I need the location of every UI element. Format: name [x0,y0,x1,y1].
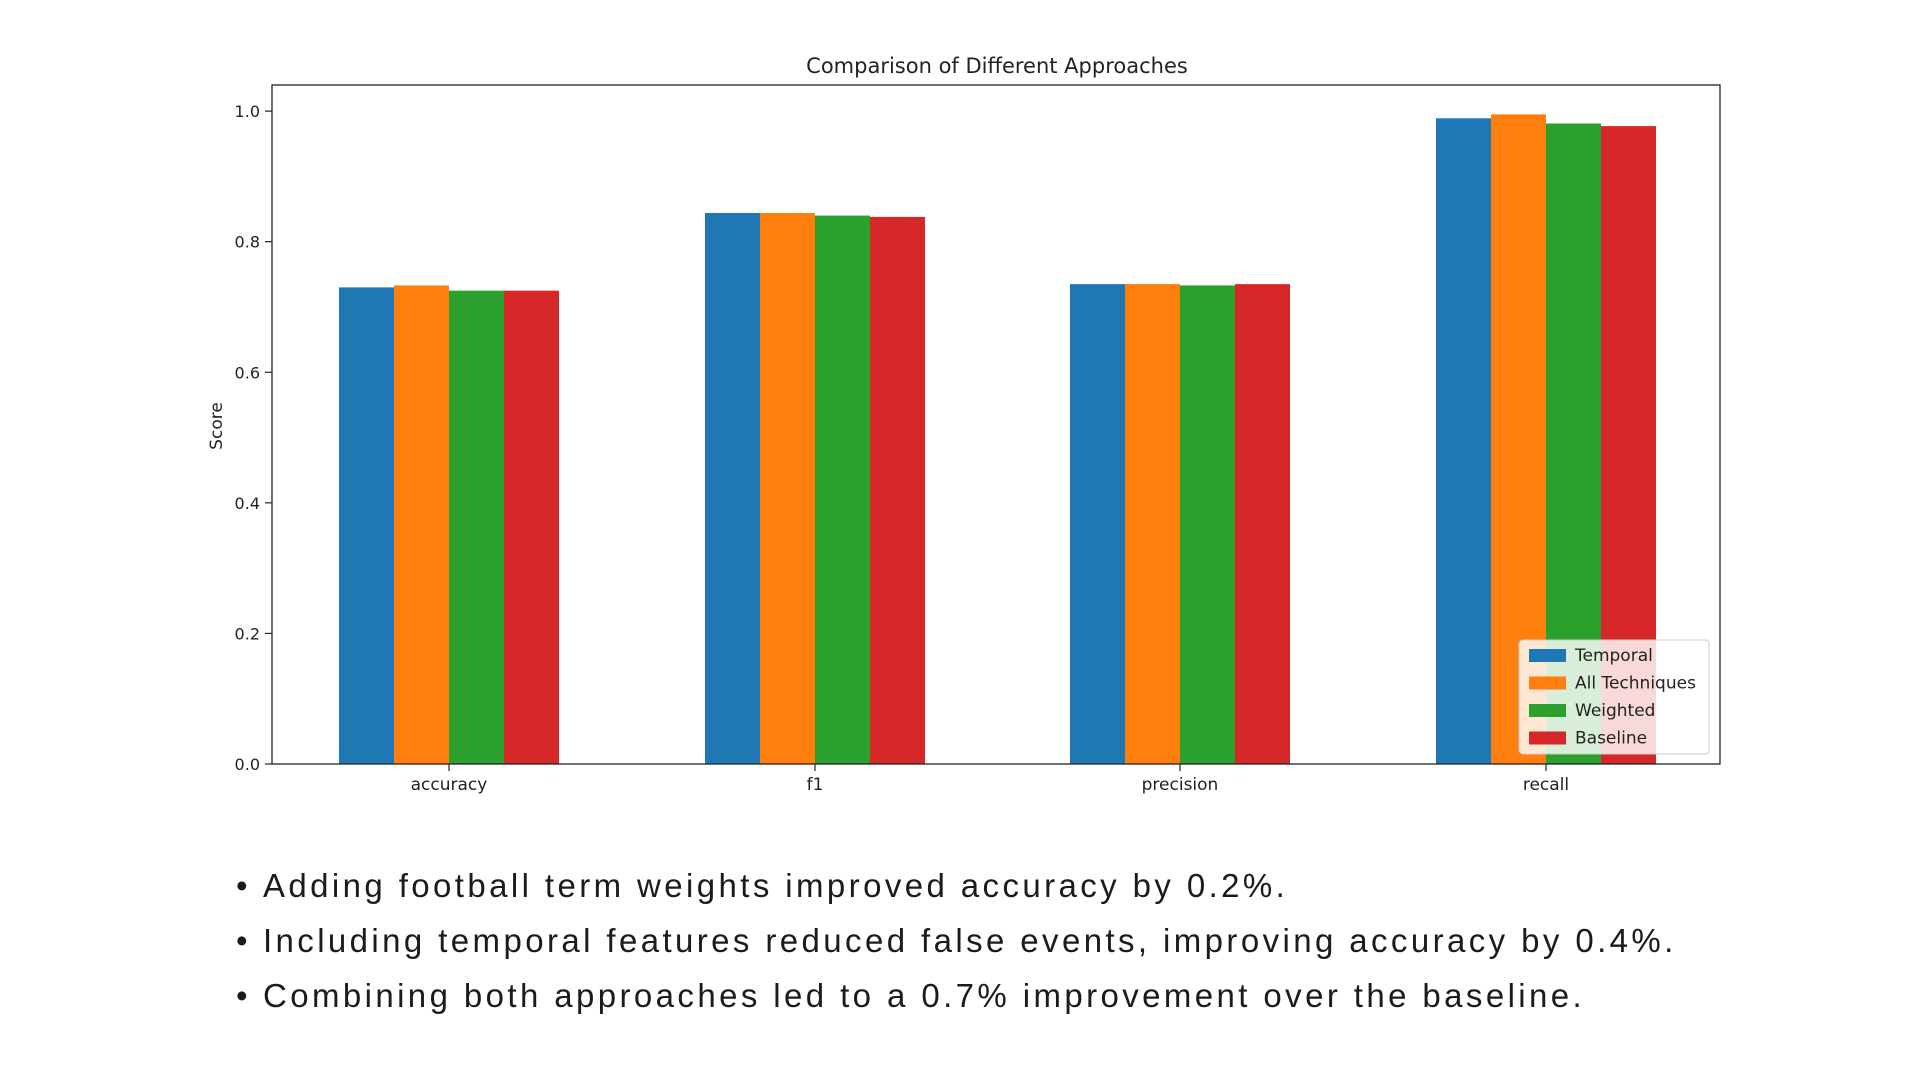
legend-box [1518,639,1710,755]
legend-entry-label: Baseline [1575,729,1647,749]
legend-entry-label: Temporal [1574,646,1653,666]
y-tick-label: 0.0 [235,755,260,774]
axis-ticks: 0.0 0.2 0.4 0.6 0.8 1.0 accuracy f1 precision rec… [235,102,1570,795]
legend-entry-label: Weighted [1575,701,1655,721]
y-tick-label: 0.4 [235,494,260,513]
x-tick-label: precision [1142,775,1219,795]
legend: Temporal All Techniques Weighted Baseline [1518,639,1710,755]
findings-list: Adding football term weights improved ac… [236,858,1677,1023]
bar-precision-weighted [1180,285,1235,764]
legend-swatch [1529,704,1566,717]
legend-swatch [1529,731,1566,745]
legend-swatch [1529,676,1566,690]
chart-title: Comparison of Different Approaches [806,54,1188,78]
finding-item: Combining both approaches led to a 0.7% … [236,968,1677,1023]
bar-accuracy-all-techniques [394,285,449,764]
y-axis-label: Score [207,402,227,450]
chart-svg: Comparison of Different Approaches Score… [207,54,1721,795]
legend-entry-label: All Techniques [1575,674,1696,694]
comparison-chart: Comparison of Different Approaches Score… [207,54,1721,795]
plot-frame [271,84,1721,765]
finding-item: Including temporal features reduced fals… [236,913,1677,968]
bar-f1-temporal [705,212,760,764]
bar-accuracy-weighted [449,290,504,764]
y-tick-label: 0.6 [235,363,260,382]
finding-item: Adding football term weights improved ac… [236,858,1677,913]
bar-accuracy-temporal [339,287,394,764]
y-tick-label: 0.8 [235,233,260,252]
bar-precision-baseline [1235,284,1290,764]
y-tick-label: 1.0 [235,102,260,121]
bar-precision-all-techniques [1125,284,1180,764]
bar-accuracy-baseline [504,290,559,764]
bars-group [339,114,1656,765]
x-tick-label: accuracy [411,775,488,795]
bar-f1-weighted [815,215,870,765]
x-tick-label: recall [1523,775,1569,795]
legend-swatch [1529,649,1566,662]
bar-f1-all-techniques [760,212,815,764]
bar-recall-temporal [1436,118,1491,764]
y-tick-label: 0.2 [235,624,260,643]
bar-f1-baseline [870,216,925,764]
x-tick-label: f1 [807,775,824,795]
bar-precision-temporal [1070,284,1125,764]
